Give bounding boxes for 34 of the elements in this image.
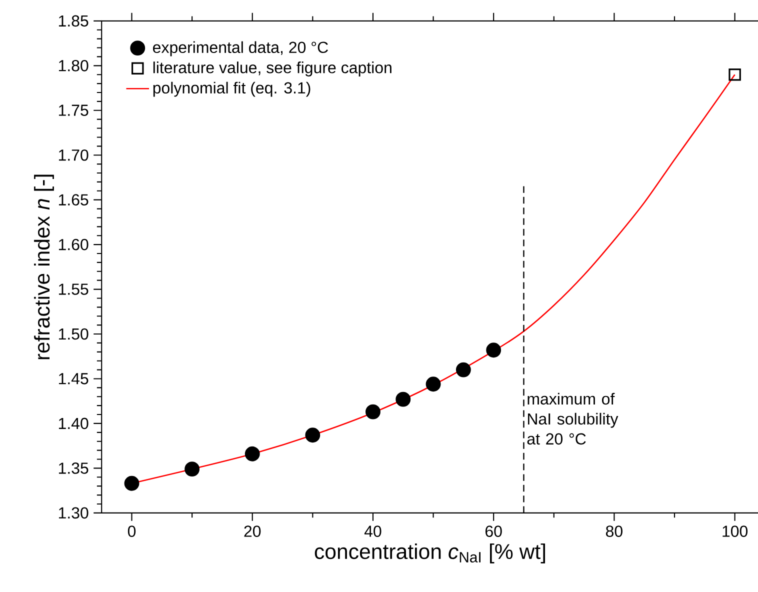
point: [396, 392, 411, 407]
y-tick-label: 1.50: [58, 328, 88, 340]
point: [305, 428, 320, 443]
x-tick-label: 100: [722, 526, 748, 537]
point: [486, 342, 502, 358]
point: [366, 404, 380, 420]
y-tick-label: 1.85: [58, 15, 88, 27]
legend-label: experimental data, 20 °C: [153, 41, 328, 56]
x-tick-label: 0: [128, 526, 136, 537]
y-tick-label: 1.30: [58, 507, 88, 519]
y-tick-label: 1.80: [58, 60, 88, 72]
point: [456, 362, 471, 378]
y-tick-label: 1.35: [58, 462, 88, 474]
y-tick-label: 1.40: [58, 418, 88, 430]
x-tick-label: 40: [364, 526, 382, 537]
legend-label: literature value, see figure caption: [153, 62, 392, 76]
y-tick-label: 1.70: [58, 149, 88, 161]
y-tick-label: 1.60: [58, 238, 88, 250]
point: [426, 376, 441, 392]
y-tick-label: 1.45: [58, 373, 88, 384]
point: [728, 68, 741, 81]
legend-label: polynomial fit (eq. 3.1): [153, 82, 310, 97]
x-tick-label: 20: [244, 526, 261, 537]
x-tick-label: 60: [486, 526, 502, 537]
point: [184, 462, 200, 477]
ref-line-label: maximum of NaI solubility at 20 °C: [527, 392, 618, 445]
y-axis-title: refractive index n [-]: [34, 174, 54, 360]
x-tick-label: 80: [606, 526, 622, 537]
point: [244, 446, 260, 462]
x-axis-title: concentration c$_{NaI}$ [% wt]: [314, 543, 546, 564]
y-tick-label: 1.65: [58, 194, 88, 206]
y-tick-label: 1.75: [58, 104, 88, 116]
point: [124, 476, 140, 491]
y-tick-label: 1.55: [58, 284, 88, 295]
